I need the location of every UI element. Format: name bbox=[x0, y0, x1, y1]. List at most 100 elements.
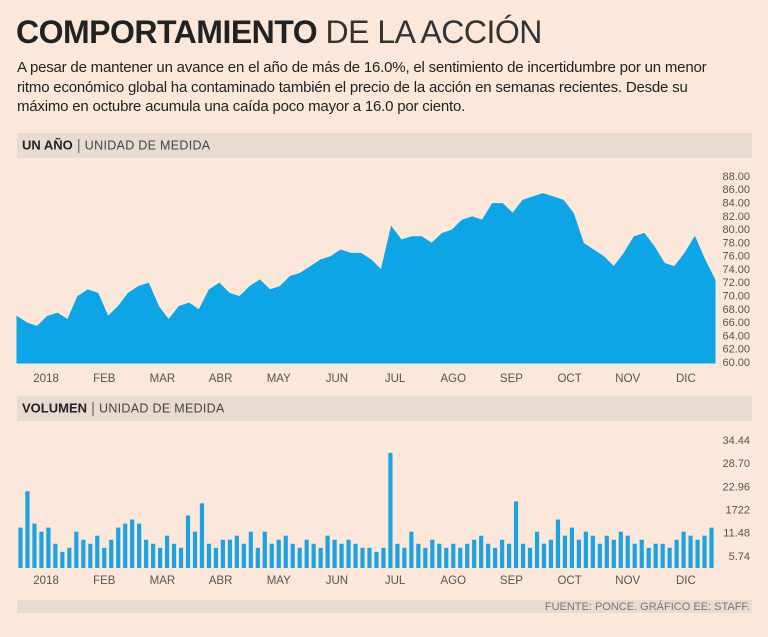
volume-bar bbox=[437, 543, 442, 568]
volume-bar bbox=[534, 531, 540, 568]
volume-bar bbox=[423, 547, 428, 568]
volume-bar bbox=[681, 531, 686, 568]
volume-bar bbox=[646, 547, 651, 568]
volume-bar bbox=[597, 543, 602, 568]
volume-bar bbox=[409, 531, 414, 568]
volume-bar bbox=[625, 535, 630, 568]
volume-bar bbox=[374, 551, 379, 568]
y-tick-label: 28.70 bbox=[722, 458, 750, 470]
y-tick-label: 5.74 bbox=[729, 551, 750, 563]
volume-bar bbox=[164, 535, 170, 568]
volume-bar bbox=[520, 543, 526, 568]
x-tick-label: FEB bbox=[93, 575, 116, 587]
volume-bar bbox=[220, 539, 226, 568]
volume-bar bbox=[500, 539, 505, 568]
volume-bar bbox=[416, 543, 421, 568]
x-tick-label: FEB bbox=[93, 373, 116, 385]
volume-bar bbox=[283, 535, 288, 568]
volume-bar bbox=[199, 503, 205, 568]
volume-bar bbox=[213, 547, 219, 568]
volume-bar bbox=[604, 535, 609, 568]
volume-bar bbox=[297, 547, 302, 568]
source: FUENTE: PONCE. GRÁFICO EE: STAFF. bbox=[545, 600, 750, 613]
x-tick-label: JUL bbox=[385, 575, 406, 587]
volume-bar bbox=[506, 543, 512, 568]
volume-bar bbox=[493, 547, 498, 568]
volume-bar bbox=[611, 539, 616, 568]
volume-bar bbox=[541, 543, 547, 568]
volume-bar bbox=[46, 527, 51, 568]
x-tick-label: OCT bbox=[557, 575, 581, 587]
volume-bar bbox=[234, 535, 239, 568]
volume-bar bbox=[318, 547, 323, 568]
volume-bar bbox=[346, 539, 351, 568]
x-tick-label: DIC bbox=[676, 373, 696, 385]
volume-bar bbox=[632, 543, 637, 568]
section-unit: UNIDAD DE MEDIDA bbox=[99, 401, 225, 415]
x-tick-label: MAR bbox=[150, 575, 176, 587]
volume-bar bbox=[39, 531, 44, 568]
volume-bar bbox=[178, 547, 184, 568]
x-tick-label: MAY bbox=[267, 575, 291, 587]
volume-bar bbox=[667, 547, 672, 568]
volume-bar bbox=[527, 547, 533, 568]
volume-bar bbox=[653, 543, 658, 568]
y-tick-label: 70.00 bbox=[722, 290, 750, 302]
y-tick-label: 80.00 bbox=[722, 224, 750, 236]
volume-bar bbox=[465, 543, 470, 568]
x-tick-label: MAY bbox=[267, 373, 291, 385]
volume-bar bbox=[157, 547, 163, 568]
volume-bar bbox=[674, 539, 679, 568]
x-tick-label: DIC bbox=[676, 575, 696, 587]
volume-bar bbox=[590, 535, 595, 568]
y-tick-label: 68.00 bbox=[722, 304, 750, 316]
volume-bar bbox=[53, 543, 58, 568]
section-title: VOLUMEN bbox=[22, 400, 87, 415]
volume-bar bbox=[395, 543, 400, 568]
volume-bar bbox=[709, 527, 714, 568]
y-tick-label: 84.00 bbox=[722, 197, 750, 209]
y-tick-label: 86.00 bbox=[722, 184, 750, 196]
x-tick-label: SEP bbox=[500, 373, 523, 385]
volume-bar bbox=[144, 539, 149, 568]
volume-bar bbox=[402, 547, 407, 568]
volume-bar bbox=[276, 539, 281, 568]
title-bold: COMPORTAMIENTO bbox=[16, 14, 318, 50]
volume-bar bbox=[472, 539, 477, 568]
title-rest: DE LA ACCIÓN bbox=[325, 14, 543, 50]
volume-bar bbox=[88, 543, 93, 568]
volume-bar bbox=[562, 535, 568, 568]
volume-bar bbox=[185, 515, 191, 568]
volume-bar bbox=[430, 539, 435, 568]
volume-bar bbox=[381, 547, 386, 568]
section-title: UN AÑO bbox=[22, 137, 73, 152]
y-tick-label: 22.96 bbox=[722, 481, 750, 493]
volume-bar bbox=[102, 547, 107, 568]
volume-bar bbox=[60, 551, 65, 568]
volume-bar bbox=[388, 452, 393, 568]
volume-bar bbox=[695, 539, 700, 568]
y-tick-label: 74.00 bbox=[722, 264, 750, 276]
volume-bar bbox=[269, 543, 274, 568]
volume-bar bbox=[513, 501, 519, 568]
volume-bar bbox=[18, 527, 23, 568]
volume-bar bbox=[444, 547, 449, 568]
x-tick-label: NOV bbox=[615, 373, 640, 385]
footer-bar bbox=[17, 600, 752, 613]
volume-bar bbox=[367, 547, 372, 568]
volume-bar bbox=[74, 531, 79, 568]
x-tick-label: AGO bbox=[440, 373, 466, 385]
volume-bar bbox=[109, 539, 114, 568]
volume-bar bbox=[137, 523, 142, 568]
volume-bar bbox=[116, 527, 121, 568]
x-tick-label: MAR bbox=[150, 373, 176, 385]
x-tick-label: 2018 bbox=[33, 575, 59, 587]
x-tick-label: 2018 bbox=[33, 373, 59, 385]
y-tick-label: 78.00 bbox=[722, 237, 750, 249]
volume-bar bbox=[241, 543, 246, 568]
subtitle: A pesar de mantener un avance en el año … bbox=[17, 59, 707, 115]
volume-bar bbox=[555, 519, 561, 568]
x-tick-label: JUL bbox=[385, 373, 406, 385]
y-tick-label: 64.00 bbox=[722, 330, 750, 342]
volume-bar bbox=[255, 547, 260, 568]
